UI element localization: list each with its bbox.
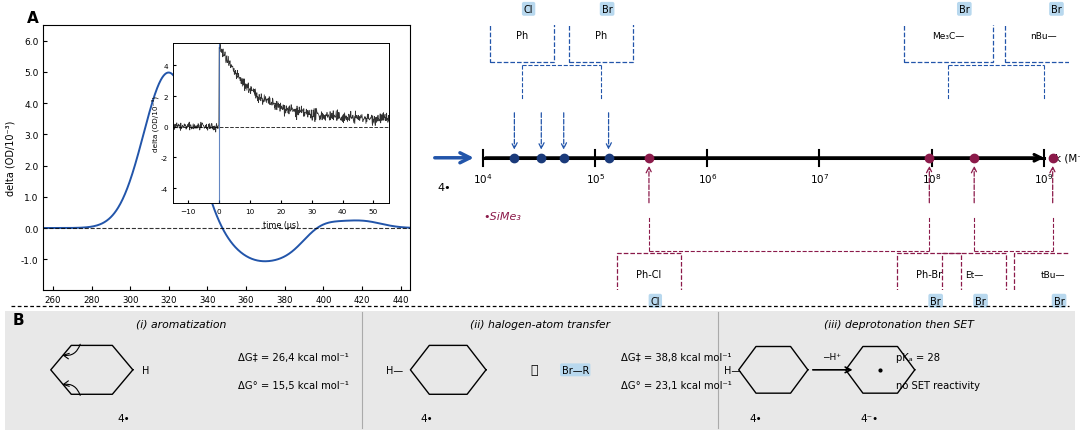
Text: $10^{6}$: $10^{6}$ xyxy=(698,172,717,186)
Text: 4•: 4• xyxy=(118,413,131,423)
Text: Ph: Ph xyxy=(595,31,607,41)
Bar xyxy=(617,254,680,328)
Text: Br: Br xyxy=(1051,5,1062,15)
Text: k (M⁻¹ s⁻¹): k (M⁻¹ s⁻¹) xyxy=(1055,154,1080,163)
Text: $10^{5}$: $10^{5}$ xyxy=(585,172,605,186)
Text: (iii) deprotonation then SET: (iii) deprotonation then SET xyxy=(824,319,973,329)
X-axis label: time (μs): time (μs) xyxy=(262,220,299,229)
Text: −H⁺: −H⁺ xyxy=(822,352,841,361)
Text: $10^{9}$: $10^{9}$ xyxy=(1034,172,1053,186)
Text: pKₐ = 28: pKₐ = 28 xyxy=(896,352,941,362)
Bar xyxy=(1014,254,1080,328)
Text: H: H xyxy=(143,365,149,375)
Text: Br—R: Br—R xyxy=(562,365,589,375)
Text: ΔG‡ = 38,8 kcal mol⁻¹: ΔG‡ = 38,8 kcal mol⁻¹ xyxy=(621,352,731,362)
Text: $10^{4}$: $10^{4}$ xyxy=(473,172,492,186)
FancyBboxPatch shape xyxy=(5,311,1075,430)
Text: Ph-Cl: Ph-Cl xyxy=(636,270,662,279)
Text: $10^{7}$: $10^{7}$ xyxy=(810,172,829,186)
Y-axis label: delta (OD/10⁻³): delta (OD/10⁻³) xyxy=(5,121,15,196)
Text: Ph: Ph xyxy=(516,31,528,41)
Text: Ph-Br: Ph-Br xyxy=(916,270,943,279)
Text: (i) aromatization: (i) aromatization xyxy=(136,319,227,329)
Text: Br: Br xyxy=(975,296,986,306)
Text: ΔG° = 23,1 kcal mol⁻¹: ΔG° = 23,1 kcal mol⁻¹ xyxy=(621,380,732,390)
Text: 4⁻•: 4⁻• xyxy=(861,413,878,423)
Text: $10^{8}$: $10^{8}$ xyxy=(922,172,942,186)
Text: H—: H— xyxy=(724,365,741,375)
Text: Me₃C—: Me₃C— xyxy=(932,32,964,41)
Bar xyxy=(897,254,961,328)
Text: ΔG° = 15,5 kcal mol⁻¹: ΔG° = 15,5 kcal mol⁻¹ xyxy=(238,380,349,390)
Text: 4•: 4• xyxy=(420,413,433,423)
Text: Cl: Cl xyxy=(650,296,660,306)
Text: 4•: 4• xyxy=(750,413,762,423)
Text: B: B xyxy=(13,312,25,327)
Text: (ii) halogen-atom transfer: (ii) halogen-atom transfer xyxy=(470,319,610,329)
Text: H—: H— xyxy=(386,365,403,375)
Text: Et—: Et— xyxy=(966,270,983,279)
Text: ⌒: ⌒ xyxy=(531,364,538,376)
Bar xyxy=(569,0,633,63)
Bar xyxy=(1005,0,1080,63)
Text: •SiMe₃: •SiMe₃ xyxy=(483,212,521,222)
Text: Br: Br xyxy=(930,296,941,306)
Text: tBu—: tBu— xyxy=(1040,270,1065,279)
Text: A: A xyxy=(27,11,39,26)
Bar xyxy=(943,254,1007,328)
Y-axis label: delta (OD/10⁻³): delta (OD/10⁻³) xyxy=(152,96,160,151)
Text: ΔG‡ = 26,4 kcal mol⁻¹: ΔG‡ = 26,4 kcal mol⁻¹ xyxy=(238,352,349,362)
X-axis label: wavelength (nm): wavelength (nm) xyxy=(183,310,271,320)
Text: Br: Br xyxy=(959,5,970,15)
Text: Br: Br xyxy=(602,5,612,15)
Text: nBu—: nBu— xyxy=(1030,32,1057,41)
Bar xyxy=(490,0,554,63)
Text: Br: Br xyxy=(1054,296,1065,306)
Text: 4•: 4• xyxy=(437,182,451,192)
Bar xyxy=(904,0,993,63)
Text: no SET reactivity: no SET reactivity xyxy=(896,380,981,390)
Text: Cl: Cl xyxy=(524,5,534,15)
